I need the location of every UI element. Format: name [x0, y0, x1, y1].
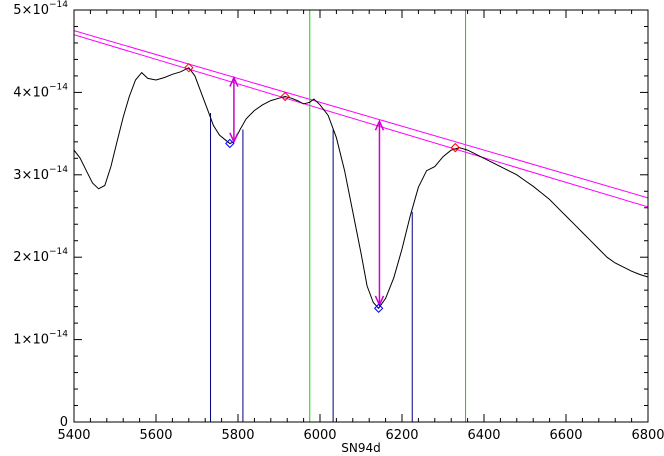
x-tick-label: 6800: [631, 428, 664, 443]
plot-area: [74, 10, 648, 422]
blue-absorption-lines: [210, 113, 413, 422]
depth-arrow-head-bottom: [229, 132, 239, 144]
depth-arrows: [229, 75, 385, 307]
x-tick-label: 5400: [57, 428, 90, 443]
blue-marker-2: [373, 303, 384, 313]
x-tick-label: 6400: [467, 428, 500, 443]
y-tick-label: 2×10−14: [13, 247, 68, 265]
x-axis-ticks: 5400 5600 5800 6000 6200 6400 6600 6800: [57, 10, 664, 443]
depth-arrow-head-top: [229, 75, 239, 87]
x-tick-label: 5800: [221, 428, 254, 443]
blue-marker-1: [225, 138, 235, 149]
spectrum-line: [74, 67, 648, 310]
x-axis-label: SN94d: [341, 441, 380, 455]
y-tick-label: 0: [60, 415, 68, 430]
green-marker-lines: [309, 10, 467, 422]
red-marker-3: [450, 142, 461, 153]
depth-arrow-2: [374, 119, 385, 307]
x-tick-label: 6200: [385, 428, 418, 443]
plot-frame: [73, 9, 649, 423]
depth-arrow-1: [229, 75, 239, 144]
x-tick-label: 5600: [139, 428, 172, 443]
continuum-line-1: [74, 30, 648, 199]
red-marker-2: [280, 91, 290, 102]
point-markers: [184, 62, 461, 313]
y-tick-label: 1×10−14: [13, 330, 68, 348]
depth-arrow-head-top: [374, 119, 385, 131]
y-tick-label: 3×10−14: [13, 165, 68, 183]
spectrum-series: [74, 67, 648, 310]
continuum-lines: [74, 30, 648, 208]
y-tick-label: 4×10−14: [13, 82, 68, 100]
continuum-line-2: [74, 34, 648, 208]
y-axis-ticks: 0 1×10−14 2×10−14 3×10−14 4×10−14 5×10−14: [13, 0, 648, 430]
y-tick-label: 5×10−14: [13, 0, 68, 18]
x-tick-label: 6000: [303, 428, 336, 443]
x-tick-label: 6600: [549, 428, 582, 443]
red-marker-1: [184, 62, 194, 73]
